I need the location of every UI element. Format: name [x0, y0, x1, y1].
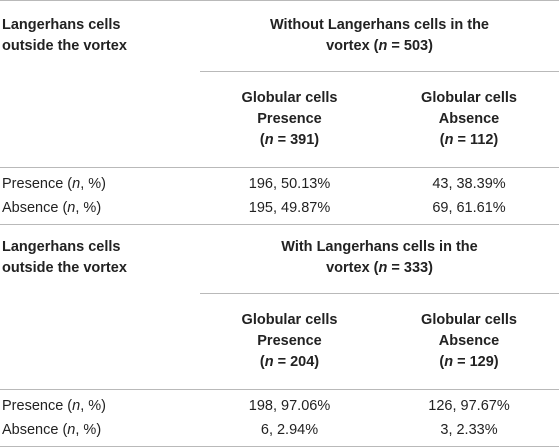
table-cell: 195, 49.87% — [200, 196, 379, 225]
subheader-n: (n = 112) — [439, 132, 499, 148]
table-row: Presence (n, %) 196, 50.13% 43, 38.39% — [0, 168, 559, 197]
table-cell: 43, 38.39% — [432, 176, 506, 192]
subheader-presence: Globular cells Presence (n = 204) — [200, 293, 379, 390]
section-2-subheader-row: Globular cells Presence (n = 204) Globul… — [0, 293, 559, 390]
subheader-line1: Globular cells — [241, 312, 338, 328]
subheader-presence: Globular cells Presence (n = 391) — [200, 71, 379, 168]
table-cell: 198, 97.06% — [248, 398, 331, 414]
section-1-row-header: Langerhans cells outside the vortex — [0, 0, 200, 72]
subheader-line2: Absence — [438, 111, 500, 127]
section-2-header-row: Langerhans cells outside the vortex With… — [0, 224, 559, 294]
subheader-line2: Presence — [257, 333, 322, 349]
group-header-line1: Without Langerhans cells in the — [270, 17, 490, 33]
section-2-group-header: With Langerhans cells in the vortex (n =… — [200, 224, 559, 294]
table-row: Presence (n, %) 198, 97.06% 126, 97.67% — [0, 390, 559, 419]
row-label: Presence (n, %) — [2, 176, 106, 192]
row-header-line1: Langerhans cells — [2, 239, 121, 255]
group-header-line2: vortex (n = 503) — [326, 38, 433, 54]
section-1-group-header: Without Langerhans cells in the vortex (… — [200, 0, 559, 72]
section-2-row-header: Langerhans cells outside the vortex — [0, 225, 200, 294]
group-header-line1: With Langerhans cells in the — [281, 239, 478, 255]
table-cell: 196, 50.13% — [248, 176, 331, 192]
row-label: Absence (n, %) — [0, 196, 200, 225]
section-1-header-row: Langerhans cells outside the vortex With… — [0, 0, 559, 72]
group-header-line2: vortex (n = 333) — [326, 260, 433, 276]
table-cell: 126, 97.67% — [428, 398, 510, 414]
table-cell: 3, 2.33% — [379, 418, 559, 447]
table-cell: 6, 2.94% — [200, 418, 379, 447]
row-header-line2: outside the vortex — [2, 38, 127, 54]
table-cell: 69, 61.61% — [379, 196, 559, 225]
subheader-absence: Globular cells Absence (n = 129) — [379, 293, 559, 390]
subheader-line1: Globular cells — [421, 312, 517, 328]
subheader-line1: Globular cells — [241, 90, 338, 106]
empty-cell — [0, 293, 200, 390]
subheader-line2: Presence — [257, 111, 322, 127]
row-header-line1: Langerhans cells — [2, 17, 121, 33]
table-row: Absence (n, %) 195, 49.87% 69, 61.61% — [0, 196, 559, 225]
row-label: Absence (n, %) — [0, 418, 200, 447]
row-header-line2: outside the vortex — [2, 260, 127, 276]
subheader-n: (n = 391) — [259, 132, 320, 148]
subheader-n: (n = 129) — [439, 354, 499, 370]
subheader-absence: Globular cells Absence (n = 112) — [379, 71, 559, 168]
empty-cell — [0, 71, 200, 168]
subheader-line2: Absence — [438, 333, 500, 349]
subheader-n: (n = 204) — [259, 354, 320, 370]
subheader-line1: Globular cells — [421, 90, 517, 106]
section-1-subheader-row: Globular cells Presence (n = 391) Globul… — [0, 71, 559, 168]
row-label: Presence (n, %) — [2, 398, 106, 414]
table-row: Absence (n, %) 6, 2.94% 3, 2.33% — [0, 418, 559, 447]
